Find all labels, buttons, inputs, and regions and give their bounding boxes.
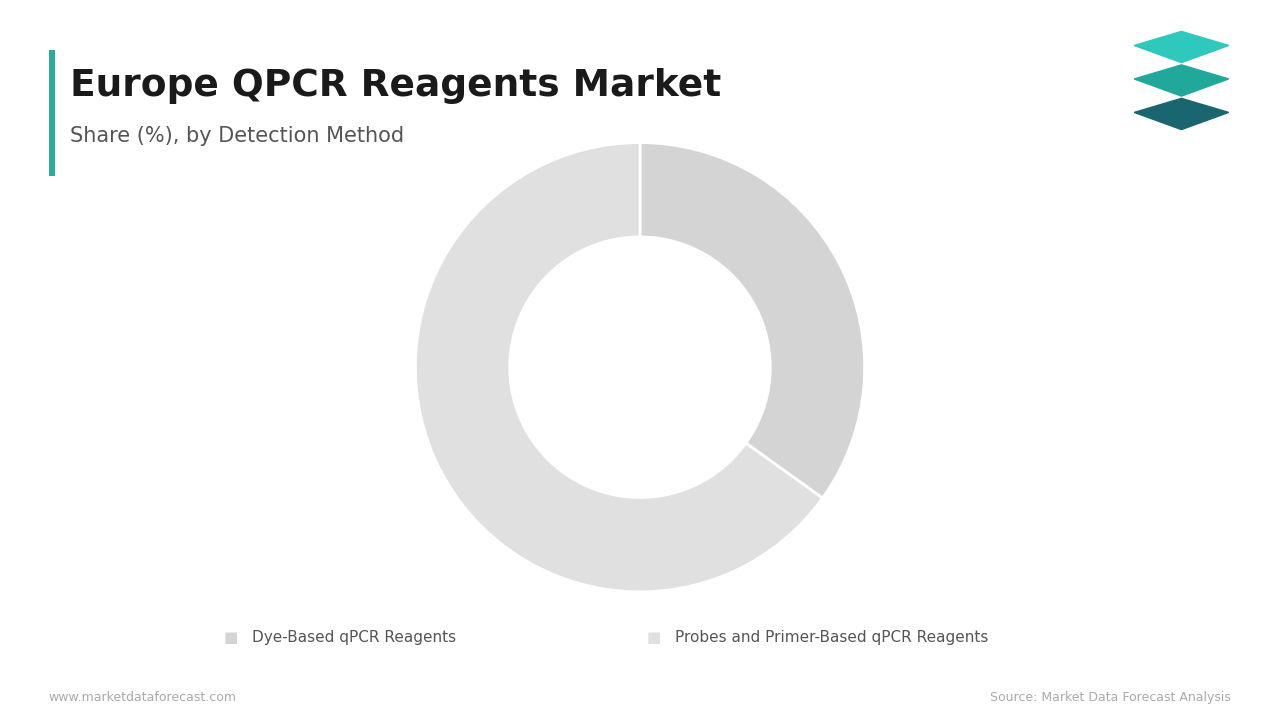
Text: Source: Market Data Forecast Analysis: Source: Market Data Forecast Analysis — [991, 691, 1231, 704]
Polygon shape — [1134, 32, 1229, 63]
Text: Share (%), by Detection Method: Share (%), by Detection Method — [70, 126, 404, 146]
Polygon shape — [1134, 99, 1229, 130]
Text: Europe QPCR Reagents Market: Europe QPCR Reagents Market — [70, 68, 722, 104]
Text: www.marketdataforecast.com: www.marketdataforecast.com — [49, 691, 237, 704]
Wedge shape — [416, 143, 823, 592]
Text: ■: ■ — [646, 630, 660, 644]
Circle shape — [509, 237, 771, 498]
Text: ■: ■ — [224, 630, 238, 644]
Polygon shape — [1134, 65, 1229, 96]
Wedge shape — [640, 143, 864, 498]
Text: Dye-Based qPCR Reagents: Dye-Based qPCR Reagents — [252, 630, 456, 644]
Text: Probes and Primer-Based qPCR Reagents: Probes and Primer-Based qPCR Reagents — [675, 630, 988, 644]
